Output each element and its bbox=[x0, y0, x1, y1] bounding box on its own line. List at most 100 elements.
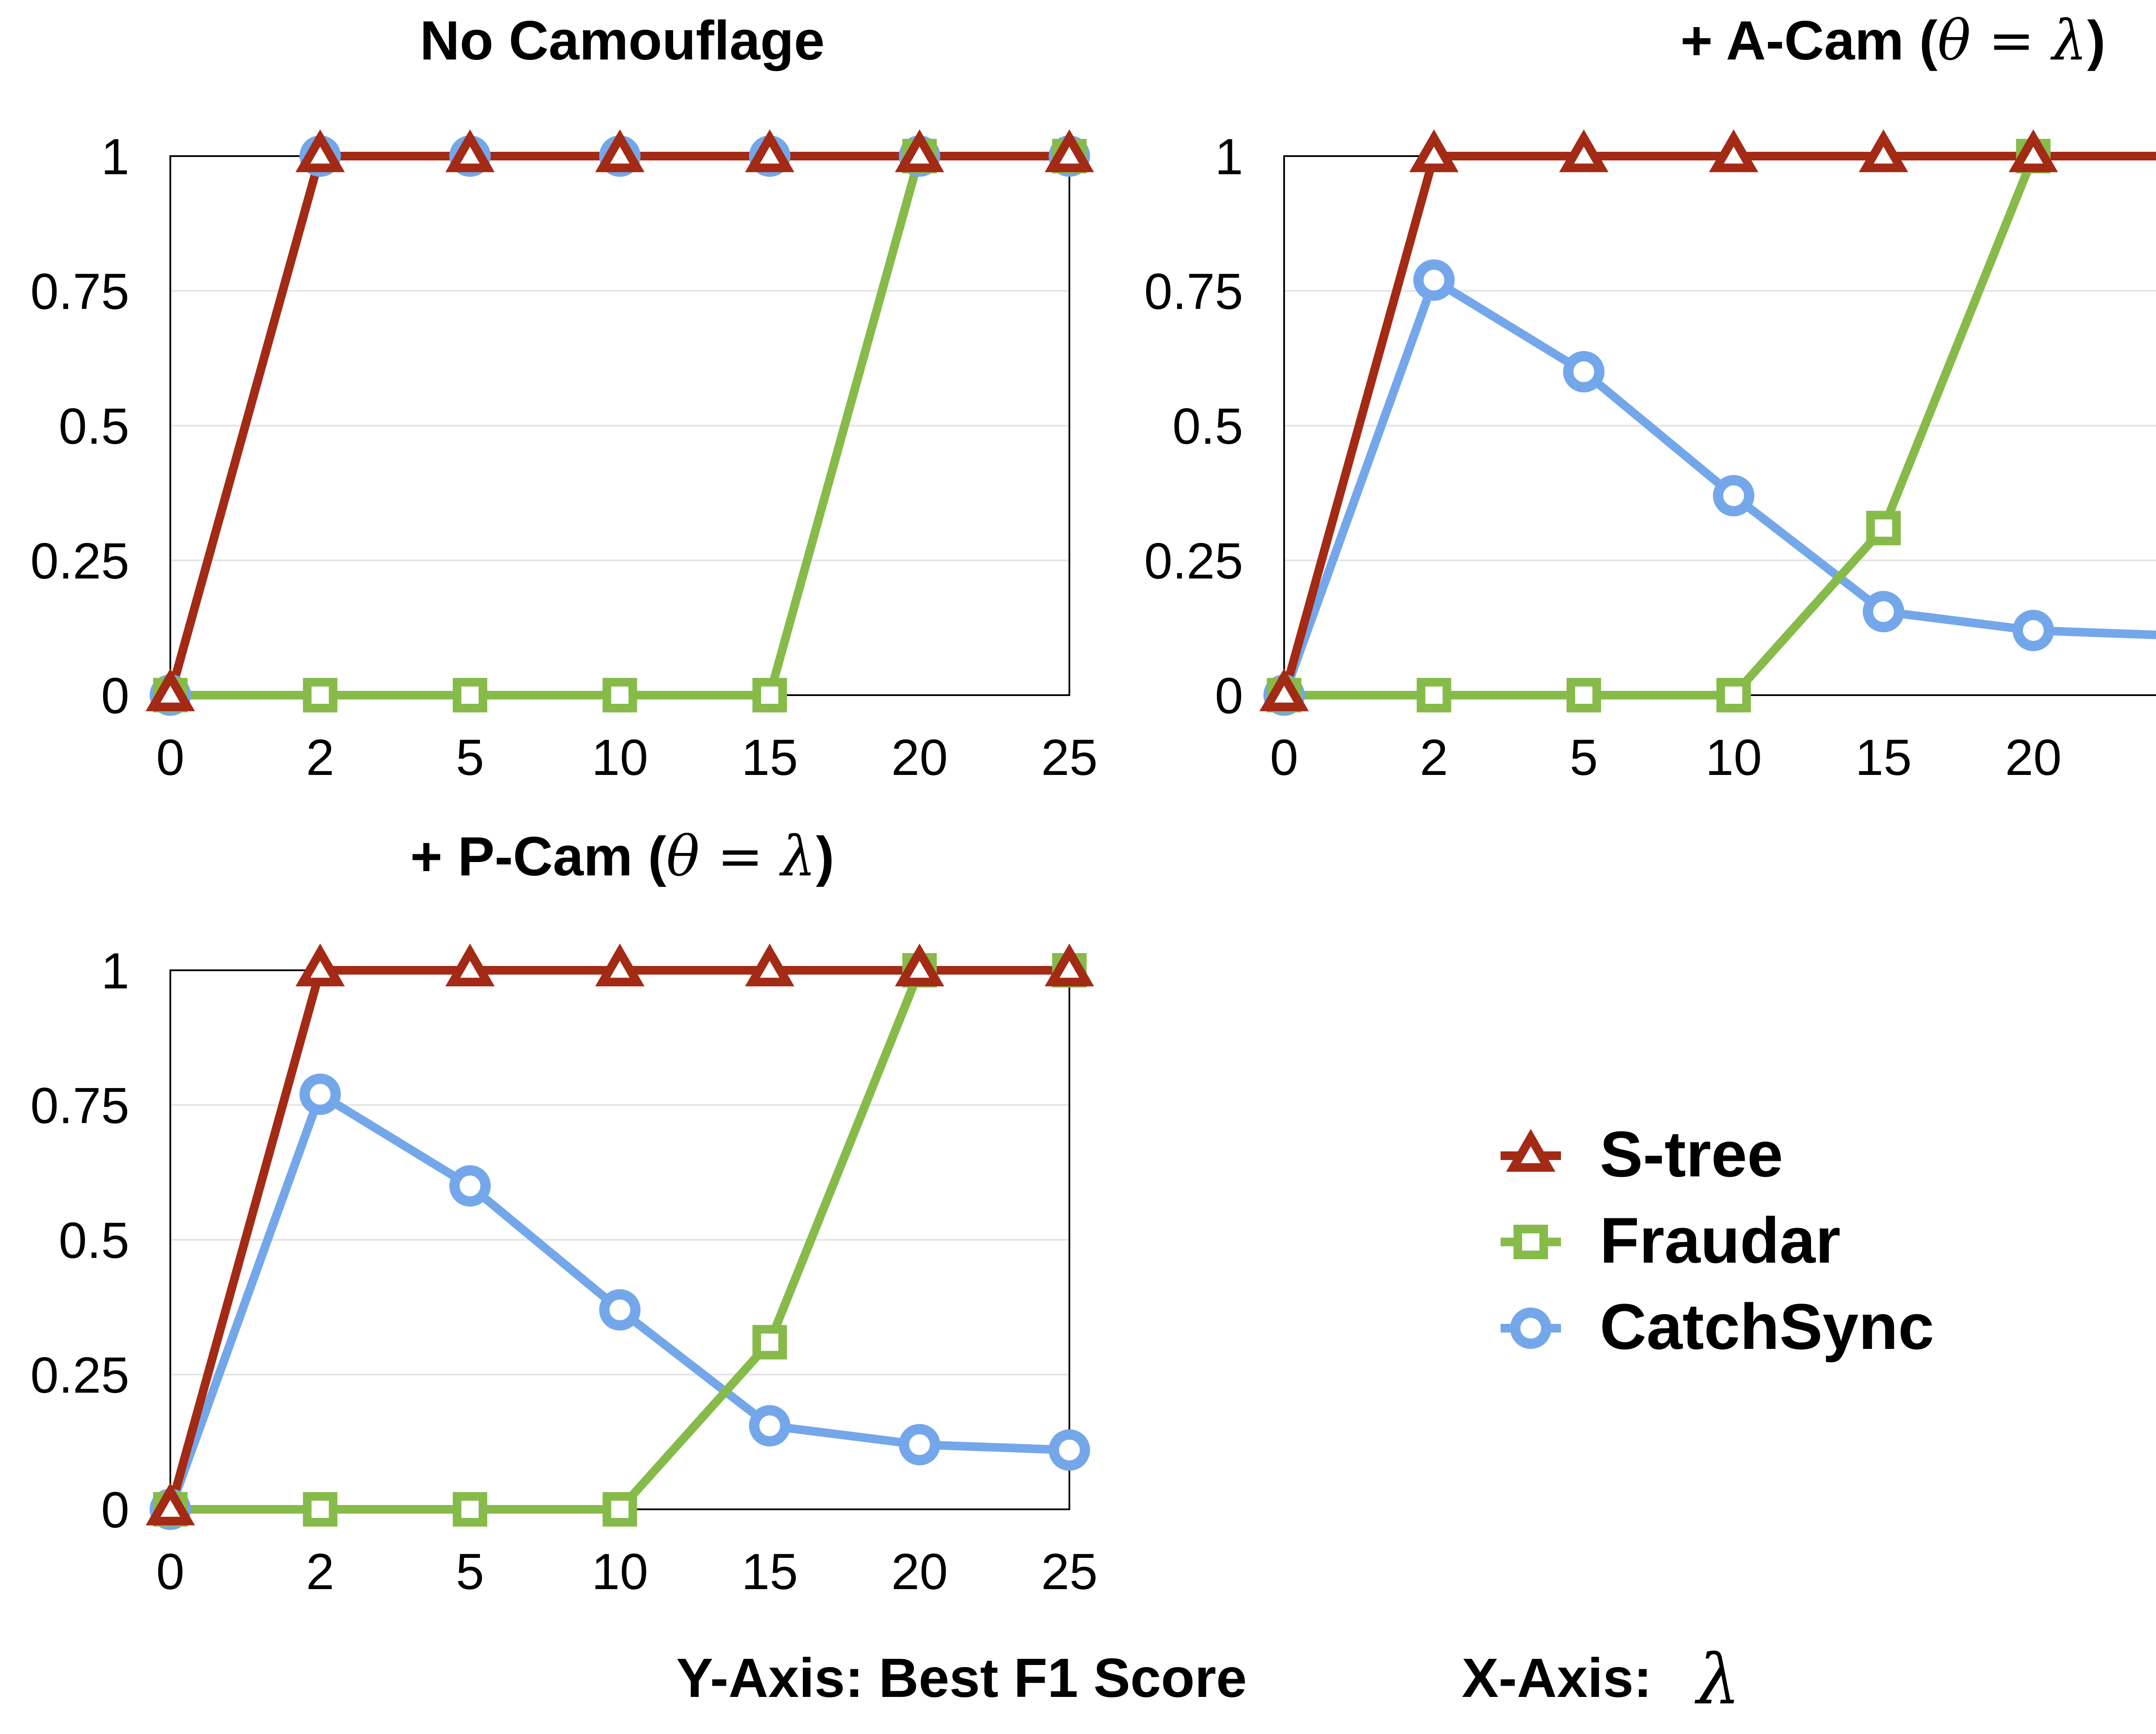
x-tick-label: 2 bbox=[306, 729, 335, 786]
legend-label-s-tree: S-tree bbox=[1600, 1118, 1783, 1190]
panel-title-p-cam-suffix: ) bbox=[816, 826, 834, 887]
y-tick-label: 0.75 bbox=[1144, 263, 1243, 320]
y-tick-label: 0.75 bbox=[30, 1078, 129, 1135]
y-axis-caption: Y-Axis: Best F1 Score bbox=[676, 1647, 1247, 1709]
panel-title-a-cam: + A-Cam (θ = λ) bbox=[1680, 9, 2106, 73]
panel-title-a-cam-suffix: ) bbox=[2087, 10, 2106, 72]
data-point-catchsync bbox=[1413, 259, 1455, 301]
data-point-s-tree bbox=[445, 943, 495, 987]
data-point-s-tree bbox=[1409, 129, 1459, 172]
x-tick-label: 25 bbox=[1041, 729, 1097, 786]
data-point-s-tree bbox=[295, 129, 345, 172]
data-point-catchsync bbox=[1863, 591, 1904, 633]
data-point-catchsync bbox=[899, 1424, 940, 1465]
x-tick-label: 25 bbox=[1041, 1543, 1097, 1600]
y-tick-label: 1 bbox=[1215, 129, 1243, 185]
data-point-s-tree bbox=[745, 943, 795, 987]
data-point-fraudar bbox=[453, 678, 487, 712]
legend-label-fraudar: Fraudar bbox=[1600, 1204, 1840, 1276]
data-point-s-tree bbox=[295, 943, 345, 987]
data-point-catchsync bbox=[599, 1289, 641, 1331]
data-point-s-tree bbox=[1858, 129, 1908, 172]
data-point-fraudar bbox=[1567, 678, 1601, 712]
x-axis-caption: X-Axis: bbox=[1462, 1647, 1652, 1709]
x-tick-label: 10 bbox=[592, 729, 648, 786]
panel-title-p-cam-prefix: + P-Cam ( bbox=[410, 826, 666, 887]
y-tick-label: 0 bbox=[1215, 668, 1243, 724]
panel-title-p-cam: + P-Cam (θ = λ) bbox=[410, 825, 834, 889]
data-point-catchsync bbox=[1713, 475, 1755, 517]
data-point-fraudar bbox=[303, 1492, 338, 1527]
y-tick-label: 0 bbox=[101, 1482, 129, 1539]
x-tick-label: 2 bbox=[306, 1543, 335, 1600]
y-tick-label: 0 bbox=[101, 668, 129, 724]
data-point-catchsync bbox=[449, 1165, 491, 1207]
panel-title-a-cam-math: θ = λ bbox=[1937, 9, 2087, 73]
x-tick-label: 15 bbox=[741, 1543, 798, 1600]
y-tick-label: 1 bbox=[101, 943, 129, 1000]
data-point-s-tree bbox=[895, 943, 944, 987]
data-point-s-tree bbox=[1044, 943, 1094, 987]
data-point-fraudar bbox=[1866, 511, 1901, 546]
data-point-s-tree bbox=[1259, 668, 1309, 712]
y-tick-label: 0.25 bbox=[1144, 533, 1243, 590]
data-point-fraudar bbox=[602, 678, 637, 712]
x-tick-label: 2 bbox=[1420, 729, 1448, 786]
data-point-s-tree bbox=[445, 129, 495, 172]
x-tick-label: 0 bbox=[1270, 729, 1298, 786]
x-tick-label: 10 bbox=[1705, 729, 1762, 786]
x-tick-label: 10 bbox=[592, 1543, 648, 1600]
data-point-s-tree bbox=[145, 668, 195, 712]
data-point-catchsync bbox=[1049, 1429, 1090, 1471]
y-tick-label: 0.5 bbox=[59, 398, 129, 455]
data-point-s-tree bbox=[595, 943, 645, 987]
data-point-s-tree bbox=[2009, 129, 2058, 172]
panel-title-no-camouflage: No Camouflage bbox=[420, 10, 825, 72]
y-tick-label: 0.5 bbox=[1172, 398, 1243, 455]
data-point-s-tree bbox=[1559, 129, 1609, 172]
data-point-s-tree bbox=[745, 129, 795, 172]
x-tick-label: 20 bbox=[891, 1543, 948, 1600]
data-point-s-tree bbox=[895, 129, 944, 172]
data-point-catchsync bbox=[299, 1073, 341, 1115]
x-tick-label: 15 bbox=[1855, 729, 1912, 786]
legend: S-tree Fraudar CatchSync bbox=[1501, 1118, 1934, 1363]
data-point-s-tree bbox=[145, 1482, 195, 1526]
data-point-s-tree bbox=[1709, 129, 1758, 172]
data-point-catchsync bbox=[749, 1405, 790, 1447]
x-tick-label: 0 bbox=[156, 1543, 185, 1600]
panel-title-p-cam-math: θ = λ bbox=[666, 825, 816, 889]
x-tick-label: 25 bbox=[2155, 729, 2156, 786]
y-tick-label: 0.5 bbox=[59, 1212, 129, 1269]
data-point-fraudar bbox=[1716, 678, 1751, 712]
data-point-fraudar bbox=[602, 1492, 637, 1527]
data-point-fraudar bbox=[303, 678, 338, 712]
data-point-s-tree bbox=[1044, 129, 1094, 172]
data-point-s-tree bbox=[595, 129, 645, 172]
data-point-catchsync bbox=[2012, 610, 2054, 651]
data-point-fraudar bbox=[453, 1492, 487, 1527]
data-point-fraudar bbox=[1416, 678, 1451, 712]
x-tick-label: 20 bbox=[2005, 729, 2062, 786]
data-point-fraudar bbox=[752, 1325, 787, 1360]
y-tick-label: 0.75 bbox=[30, 263, 129, 320]
x-tick-label: 5 bbox=[456, 1543, 484, 1600]
x-tick-label: 20 bbox=[891, 729, 948, 786]
legend-marker-catchsync bbox=[1510, 1308, 1551, 1349]
x-tick-label: 5 bbox=[456, 729, 484, 786]
data-point-catchsync bbox=[1563, 351, 1604, 392]
y-tick-label: 1 bbox=[101, 129, 129, 185]
x-axis-caption-symbol: λ bbox=[1694, 1639, 1740, 1720]
legend-marker-fraudar bbox=[1514, 1225, 1548, 1259]
y-tick-label: 0.25 bbox=[30, 533, 129, 590]
x-tick-label: 5 bbox=[1570, 729, 1598, 786]
panel-title-a-cam-prefix: + A-Cam ( bbox=[1680, 10, 1938, 72]
y-tick-label: 0.25 bbox=[30, 1347, 129, 1404]
x-tick-label: 15 bbox=[741, 729, 798, 786]
data-point-fraudar bbox=[752, 678, 787, 712]
legend-label-catchsync: CatchSync bbox=[1600, 1290, 1934, 1363]
